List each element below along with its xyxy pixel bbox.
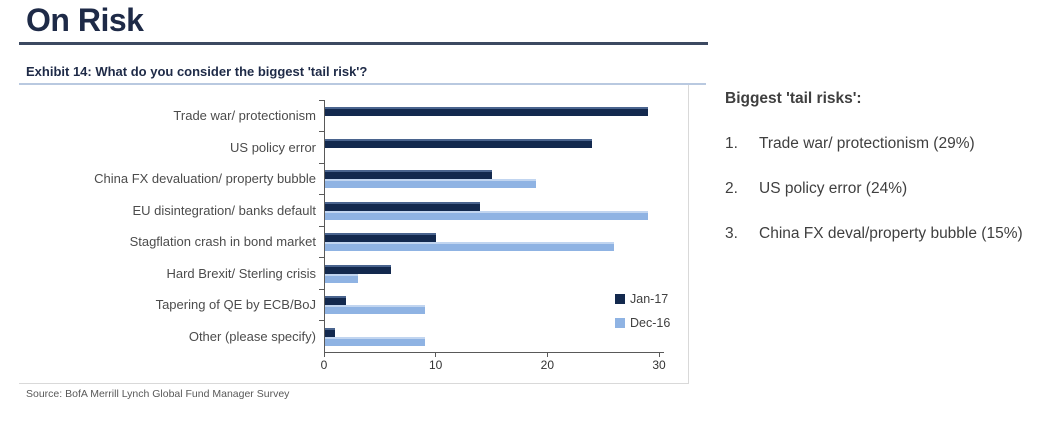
summary-item-text: US policy error (24%) (759, 180, 908, 197)
bar-jan-17 (324, 201, 481, 211)
bar-dec-16 (324, 179, 537, 188)
legend-label: Jan-17 (630, 292, 669, 306)
chart-rows: Trade war/ protectionism US policy error C… (19, 99, 688, 353)
summary-item: 1. Trade war/ protectionism (29%) (725, 135, 1055, 153)
legend-swatch-jan-17 (615, 294, 625, 304)
legend-label: Dec-16 (630, 316, 671, 330)
bar-jan-17 (324, 264, 391, 274)
bar-dec-16 (324, 305, 425, 314)
summary-item-text: China FX deval/property bubble (15%) (759, 225, 1023, 242)
bar-dec-16 (324, 242, 615, 251)
legend-item: Jan-17 (615, 292, 670, 306)
summary-item-number: 1. (725, 135, 738, 152)
x-tick-mark (658, 353, 660, 357)
x-axis-line (324, 352, 664, 353)
y-axis-line (324, 100, 325, 352)
category-label: Other (please specify) (188, 328, 316, 344)
x-tick-label: 10 (428, 358, 443, 372)
bar-group (319, 320, 688, 353)
x-tick-label: 0 (320, 358, 328, 372)
category-label: Trade war/ protectionism (173, 108, 316, 124)
bar-jan-17 (324, 233, 436, 242)
category-label: Hard Brexit/ Sterling crisis (166, 265, 316, 281)
category-label: EU disintegration/ banks default (132, 202, 316, 218)
chart-row: Hard Brexit/ Sterling crisis (19, 257, 688, 290)
x-tick-label: 20 (540, 358, 554, 372)
bar-group (319, 257, 688, 290)
category-label: China FX devaluation/ property bubble (94, 171, 316, 187)
bar-group (319, 99, 688, 132)
exhibit-rule (19, 83, 706, 85)
bar-dec-16 (324, 336, 425, 346)
bar-chart: Trade war/ protectionism US policy error C… (19, 85, 689, 384)
summary-item: 2. US policy error (24%) (725, 180, 1055, 198)
bar-group (319, 194, 688, 227)
bar-dec-16 (324, 210, 648, 220)
x-tick-label: 30 (652, 358, 666, 372)
bar-jan-17 (324, 327, 336, 337)
summary-heading: Biggest 'tail risks': (725, 90, 862, 107)
category-label: Stagflation crash in bond market (129, 234, 316, 250)
bar-group (319, 131, 688, 164)
chart-row: Other (please specify) (19, 320, 688, 353)
source-note: Source: BofA Merrill Lynch Global Fund M… (26, 388, 290, 400)
chart-legend: Jan-17 Dec-16 (615, 292, 670, 340)
bar-group (319, 225, 688, 258)
category-label: US policy error (230, 139, 316, 155)
bar-jan-17 (324, 107, 648, 116)
bar-group (319, 162, 688, 195)
page-title: On Risk (26, 2, 144, 38)
exhibit-title: Exhibit 14: What do you consider the big… (26, 64, 368, 79)
summary-item: 3. China FX deval/property bubble (15%) (725, 225, 1055, 243)
chart-row: Tapering of QE by ECB/BoJ (19, 288, 688, 321)
x-tick-mark (435, 353, 437, 357)
x-tick-mark (323, 353, 325, 357)
x-tick-mark (546, 353, 548, 357)
bar-jan-17 (324, 170, 492, 179)
legend-swatch-dec-16 (615, 318, 625, 328)
summary-panel: Biggest 'tail risks': 1. Trade war/ prote… (725, 90, 1055, 270)
category-label: Tapering of QE by ECB/BoJ (155, 297, 316, 313)
chart-row: EU disintegration/ banks default (19, 194, 688, 227)
legend-item: Dec-16 (615, 316, 670, 330)
title-rule (19, 42, 708, 45)
bar-jan-17 (324, 138, 592, 148)
chart-row: China FX devaluation/ property bubble (19, 162, 688, 195)
bar-dec-16 (324, 273, 358, 283)
bar-jan-17 (324, 296, 347, 305)
summary-list: 1. Trade war/ protectionism (29%) 2. US pol… (725, 135, 1055, 243)
summary-item-text: Trade war/ protectionism (29%) (759, 135, 975, 152)
bar-group (319, 288, 688, 321)
summary-item-number: 3. (725, 225, 738, 242)
chart-row: US policy error (19, 131, 688, 164)
chart-row: Stagflation crash in bond market (19, 225, 688, 258)
summary-item-number: 2. (725, 180, 738, 197)
chart-row: Trade war/ protectionism (19, 99, 688, 132)
